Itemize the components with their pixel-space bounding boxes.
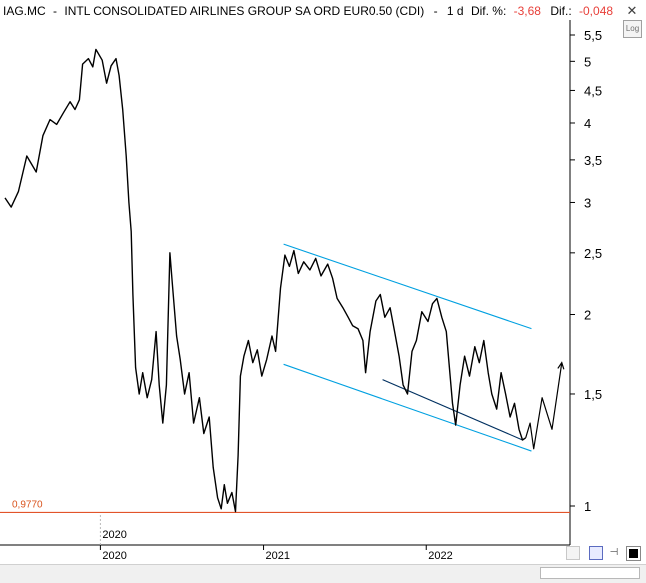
title-separator: -	[53, 4, 57, 18]
instrument-name: INTL CONSOLIDATED AIRLINES GROUP SA ORD …	[64, 4, 424, 18]
y-tick-label: 3,5	[584, 153, 602, 168]
projection-line	[525, 362, 563, 450]
trendline-3	[382, 379, 523, 441]
level-label: 0,9770	[12, 499, 43, 510]
x-tick-label: 2022	[428, 550, 452, 562]
x-tick-label: 2021	[266, 550, 290, 562]
pct-change-value: -3,68	[514, 4, 542, 18]
pct-change-label: Dif. %:	[471, 4, 506, 18]
y-axis: 1 1,5 2 2,5 3 3,5 4 4,5 5 5,5	[570, 28, 602, 514]
support-level: 0,9770	[0, 499, 570, 514]
pin-icon[interactable]: ⊣	[609, 547, 619, 558]
y-tick-label: 4,5	[584, 83, 602, 98]
color-swatch-icon[interactable]	[626, 546, 641, 561]
x-tick-label: 2020	[102, 550, 126, 562]
chart-title: IAG.MC - INTL CONSOLIDATED AIRLINES GROU…	[3, 4, 613, 18]
period-label: 1 d	[447, 4, 464, 18]
symbol: IAG.MC	[3, 4, 46, 18]
y-tick-label: 5	[584, 54, 591, 69]
y-tick-label: 5,5	[584, 28, 602, 43]
trendline-1	[283, 243, 532, 330]
change-value: -0,048	[579, 4, 613, 18]
log-scale-button[interactable]: Log	[623, 20, 642, 38]
y-tick-label: 2	[584, 307, 591, 322]
x-marker-label: 2020	[102, 529, 126, 541]
y-tick-label: 1,5	[584, 387, 602, 402]
x-axis: 2020 2021 2022 2020	[99, 515, 453, 562]
y-tick-label: 2,5	[584, 246, 602, 261]
title-dash: -	[434, 4, 438, 18]
change-label: Dif.:	[550, 4, 571, 18]
bottom-scroll-area	[0, 564, 646, 583]
save-icon[interactable]	[589, 546, 603, 560]
y-tick-label: 4	[584, 116, 591, 131]
horizontal-scrollbar[interactable]	[540, 567, 640, 579]
y-tick-label: 3	[584, 195, 591, 210]
y-tick-label: 1	[584, 499, 591, 514]
close-icon[interactable]: ✕	[626, 3, 638, 18]
projection-arrowhead	[557, 361, 565, 370]
zoom-icon[interactable]	[566, 546, 580, 560]
price-series	[4, 48, 565, 513]
trendline-2	[283, 363, 532, 452]
price-line	[4, 48, 527, 513]
